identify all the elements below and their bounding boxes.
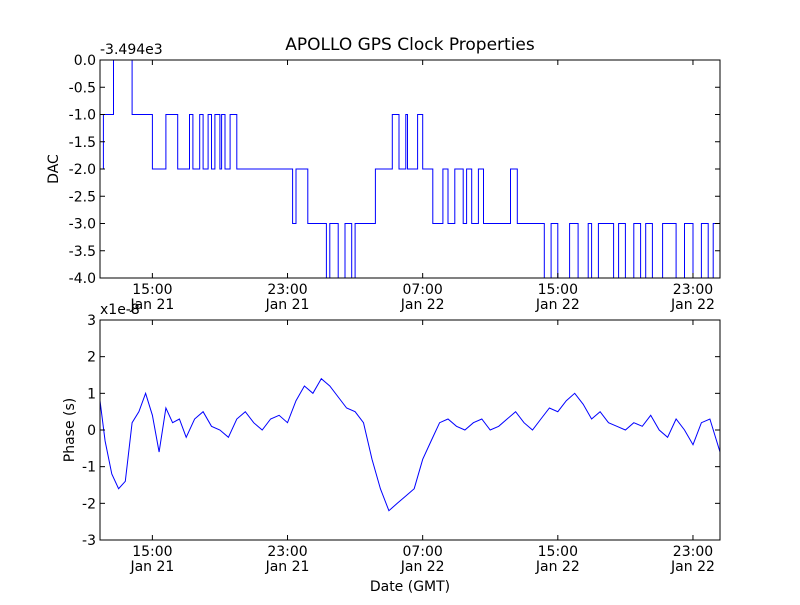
dac-offset-text: -3.494e3 [100,42,163,58]
dac-series-line [100,60,720,278]
phase-x-tick-time: 23:00 [673,544,713,560]
dac-x-tick-date: Jan 21 [129,297,174,313]
phase-x-tick-time: 23:00 [267,544,307,560]
dac-y-tick-label: 0.0 [74,53,96,69]
figure-title: APOLLO GPS Clock Properties [285,35,535,55]
x-axis-label: Date (GMT) [370,579,450,595]
phase-y-axis-label: Phase (s) [62,398,78,462]
phase-y-tick-label: -1 [82,460,96,476]
phase-x-tick-date: Jan 22 [535,559,580,575]
phase-y-tick-label: 3 [87,313,96,329]
dac-y-tick-label: -2.5 [69,189,96,205]
phase-x-tick-date: Jan 21 [265,559,310,575]
phase-y-tick-label: 0 [87,423,96,439]
panel-dac: 0.0 -0.5 -1.0 -1.5 -2.0 -2.5 -3.0 -3.5 -4.0 15:00… [46,42,721,313]
phase-y-tick-label: 1 [87,386,96,402]
phase-x-tick-date: Jan 22 [670,559,715,575]
dac-x-tick-time: 23:00 [267,282,307,298]
phase-x-tick-time: 15:00 [538,544,578,560]
phase-x-tick-date: Jan 21 [129,559,174,575]
dac-y-tick-label: -3.5 [69,244,96,260]
phase-series-line [100,377,720,512]
dac-x-tick-date: Jan 21 [265,297,310,313]
phase-offset-text: x1e-8 [100,302,140,318]
panels: 0.0 -0.5 -1.0 -1.5 -2.0 -2.5 -3.0 -3.5 -4.0 15:00… [46,42,721,575]
dac-x-tick-time: 23:00 [673,282,713,298]
dac-x-tick-date: Jan 22 [670,297,715,313]
dac-x-tick-time: 07:00 [402,282,442,298]
dac-y-tick-label: -1.0 [69,108,96,124]
phase-y-tick-label: -3 [82,533,96,549]
dac-y-tick-label: -2.0 [69,162,96,178]
phase-x-tick-time: 15:00 [132,544,172,560]
dac-x-tick-time: 15:00 [538,282,578,298]
dac-x-tick-date: Jan 22 [535,297,580,313]
phase-y-tick-label: 2 [87,350,96,366]
dac-y-tick-label: -3.0 [69,217,96,233]
dac-y-axis-label: DAC [46,154,62,184]
dac-y-tick-label: -1.5 [69,135,96,151]
phase-x-tick-date: Jan 22 [400,559,445,575]
phase-axes-frame [99,319,721,541]
phase-x-tick-time: 07:00 [402,544,442,560]
dac-y-tick-label: -0.5 [69,80,96,96]
dac-x-tick-date: Jan 22 [400,297,445,313]
dac-y-tick-label: -4.0 [69,271,96,287]
phase-y-tick-label: -2 [82,496,96,512]
dac-x-tick-time: 15:00 [132,282,172,298]
